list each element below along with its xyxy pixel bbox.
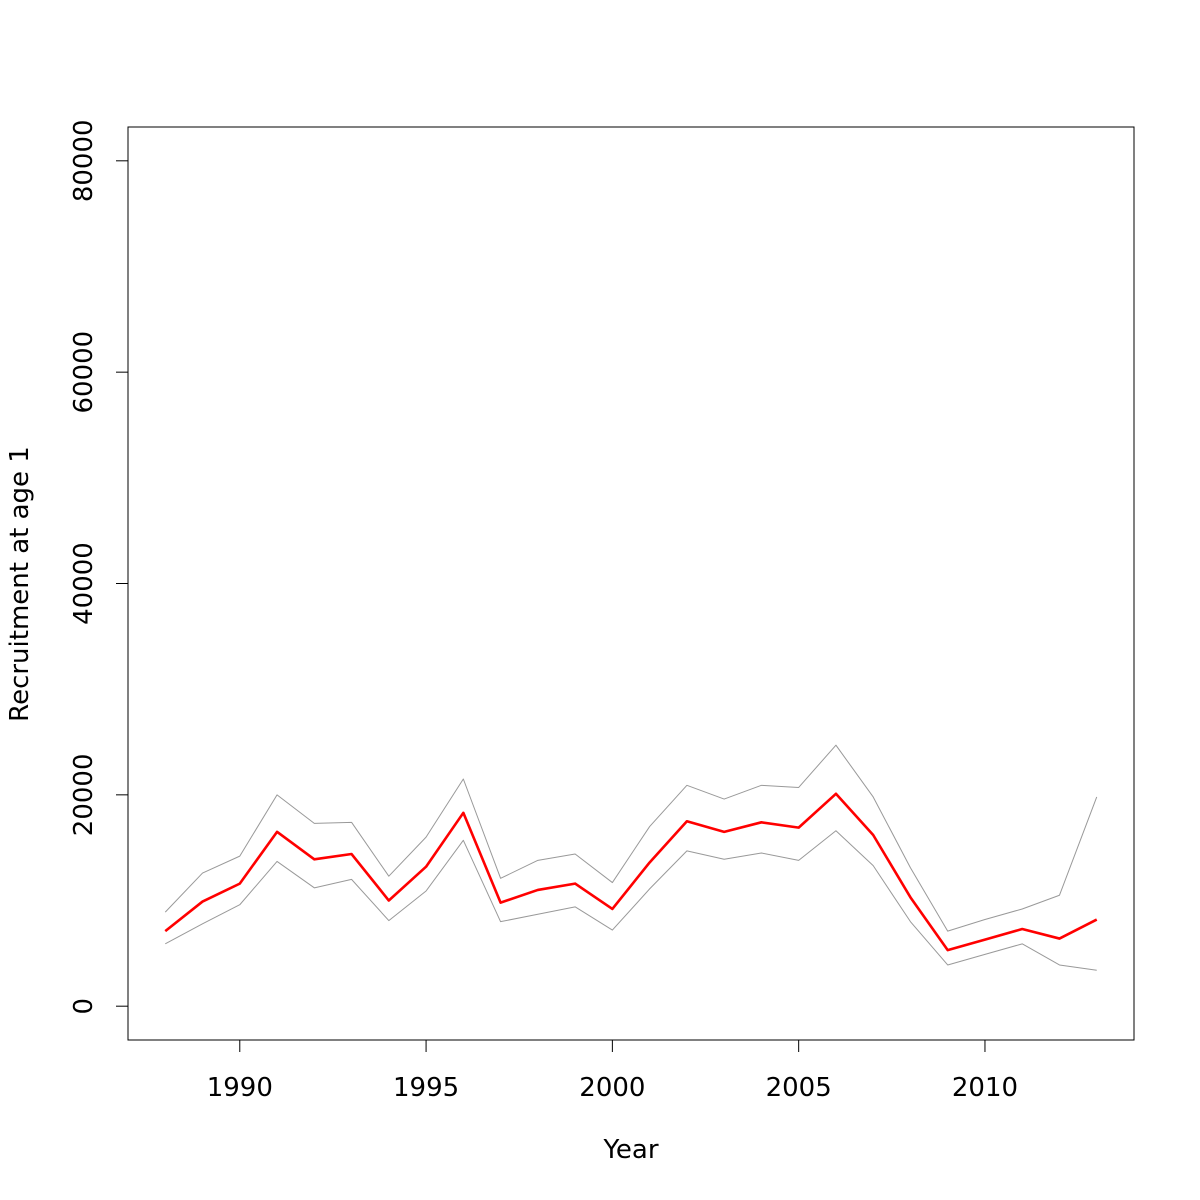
x-tick-label: 2000 [579,1073,645,1103]
y-tick-label: 60000 [69,331,99,414]
x-tick-label: 2005 [766,1073,832,1103]
y-tick-label: 40000 [69,542,99,625]
series-line-upper [164,744,1098,932]
series-line-lower [165,830,1097,971]
x-tick-label: 2010 [952,1073,1018,1103]
y-tick-label: 0 [69,998,99,1015]
x-axis: 1990 1995 2000 2005 2010 [207,1039,1018,1103]
y-axis: 0 20000 40000 60000 80000 [69,119,129,1015]
x-tick-label: 1995 [393,1073,459,1103]
series-line-estimate [164,792,1098,952]
y-tick-label: 80000 [69,119,99,202]
series-layer [164,744,1098,971]
y-axis-title: Recruitment at age 1 [5,446,35,722]
y-tick-label: 20000 [69,753,99,836]
plot-frame [127,126,1135,1041]
x-tick-label: 1990 [207,1073,273,1103]
x-axis-title: Year [602,1135,658,1165]
